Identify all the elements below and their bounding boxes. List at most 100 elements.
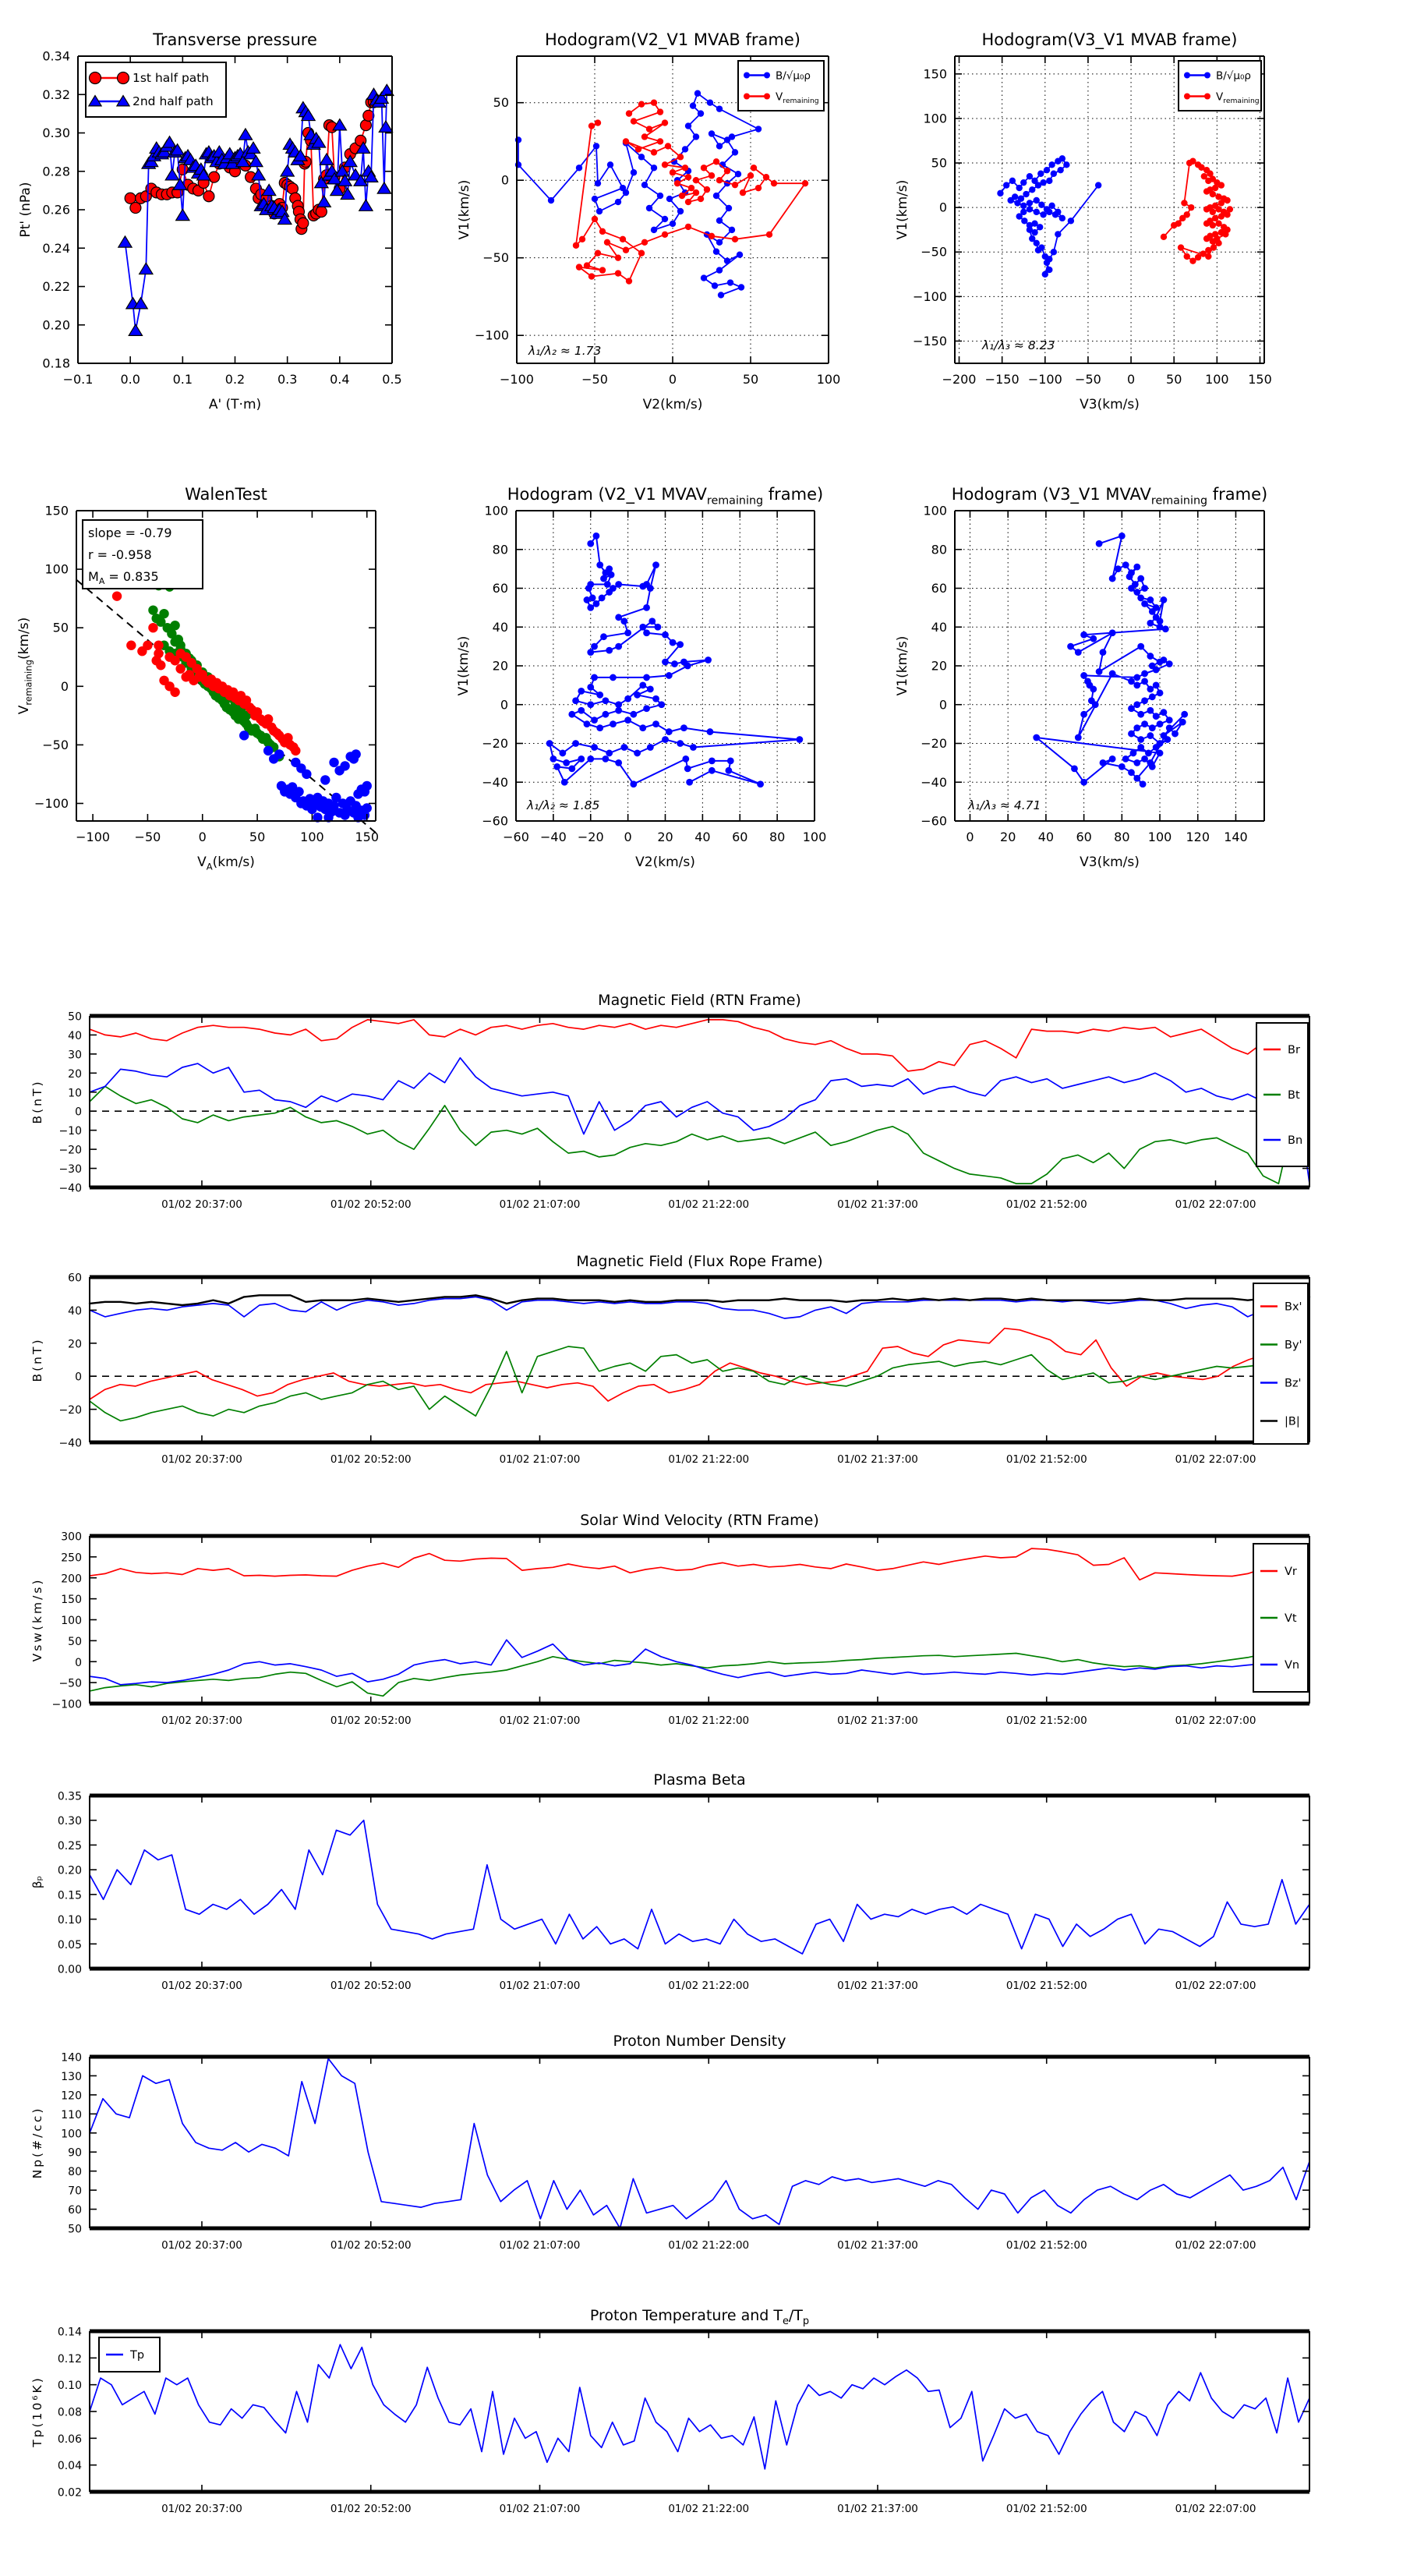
stats-box: slope = -0.79 r = -0.958 MA​ = 0.835 xyxy=(82,519,203,589)
legend: Vr Vt Vn xyxy=(1253,1543,1309,1693)
ticks xyxy=(90,2330,1309,2493)
x-tick-label: 01/02 21:22:00 xyxy=(668,1980,749,1992)
series-Bt xyxy=(89,1085,1310,1184)
series-Bz' xyxy=(89,1296,1310,1331)
x-tick-label: 0 xyxy=(199,830,207,844)
y-tick-label: 0.06 xyxy=(58,2433,82,2446)
y-tick-label: 20 xyxy=(931,659,947,674)
y-tick-label: 0.20 xyxy=(58,1865,82,1877)
x-tick-label: 01/02 22:07:00 xyxy=(1175,1980,1256,1992)
y-tick-label: 250 xyxy=(61,1552,82,1564)
y-tick-label: 110 xyxy=(61,2109,82,2121)
y-tick-label: 0.04 xyxy=(58,2460,82,2472)
legend-label: B/√μ₀ρ xyxy=(1216,70,1251,83)
stats-line: r = -0.958 xyxy=(88,547,152,562)
y-tick-label: 30 xyxy=(68,1049,82,1061)
y-tick-label: 200 xyxy=(61,1573,82,1585)
y-tick-label: 0 xyxy=(939,200,947,215)
y-tick-label: 50 xyxy=(68,1636,82,1648)
series-Bx' xyxy=(89,1325,1310,1432)
y-tick-label: 0.26 xyxy=(42,203,70,218)
y-tick-label: 70 xyxy=(68,2185,82,2198)
chart-proton-temperature: 01/02 20:37:00 01/02 20:52:00 01/02 21:07:… xyxy=(30,2307,1310,2515)
y-tick-label: 40 xyxy=(68,1305,82,1318)
series-By' xyxy=(89,1346,1310,1422)
x-tick-label: 01/02 21:52:00 xyxy=(1006,1714,1087,1727)
series-Vn xyxy=(89,1627,1310,1686)
x-tick-label: 01/02 22:07:00 xyxy=(1175,1453,1256,1466)
legend: Tp xyxy=(98,2337,161,2373)
x-tick-label: −0.1 xyxy=(63,372,94,387)
y-tick-label: 0.10 xyxy=(58,1914,82,1927)
y-tick-label: 50 xyxy=(53,621,69,635)
series-Tp xyxy=(89,2344,1310,2470)
legend-label: Bz' xyxy=(1285,1378,1302,1390)
y-tick-label: 0.30 xyxy=(42,126,70,140)
x-tick-label: 01/02 21:52:00 xyxy=(1006,1980,1087,1992)
y-tick-label: 80 xyxy=(68,2166,82,2178)
x-tick-label: 0 xyxy=(624,830,632,844)
y-tick-label: 0 xyxy=(939,697,947,712)
y-tick-label: −20 xyxy=(58,1145,82,1157)
x-tick-label: 01/02 22:07:00 xyxy=(1175,2239,1256,2252)
x-tick-label: 01/02 21:07:00 xyxy=(500,1198,581,1211)
y-tick-label: 150 xyxy=(61,1594,82,1606)
y-tick-label: 0.05 xyxy=(58,1939,82,1951)
x-tick-label: 01/02 21:52:00 xyxy=(1006,1453,1087,1466)
y-axis-label: B(nT) xyxy=(30,1337,44,1382)
x-tick-label: 20 xyxy=(657,830,673,844)
axes-frame xyxy=(76,510,376,822)
chart-proton-number-density: 01/02 20:37:00 01/02 20:52:00 01/02 21:07:… xyxy=(30,2033,1310,2252)
axes-frame xyxy=(89,1014,1310,1190)
y-tick-label: 150 xyxy=(923,66,947,81)
x-axis-label: A' (T·m) xyxy=(209,397,261,412)
y-tick-label: 40 xyxy=(931,620,947,635)
x-tick-label: −100 xyxy=(76,830,110,844)
series-2nd half path xyxy=(117,83,394,336)
y-tick-label: 0.22 xyxy=(42,279,70,294)
x-tick-label: 100 xyxy=(1148,830,1172,844)
x-tick-label: 60 xyxy=(1076,830,1091,844)
y-tick-label: 0.35 xyxy=(58,1791,82,1803)
y-tick-label: 0.02 xyxy=(58,2487,82,2500)
x-tick-label: 50 xyxy=(249,830,265,844)
legend-label: Vremaining​ xyxy=(1216,91,1260,105)
stats-line: MA​ = 0.835 xyxy=(88,569,159,586)
x-tick-label: 01/02 21:22:00 xyxy=(668,1714,749,1727)
series-walen-blue xyxy=(239,731,372,823)
axes-frame xyxy=(89,1275,1310,1445)
legend-label: Bn xyxy=(1288,1134,1302,1147)
y-tick-label: −50 xyxy=(482,250,509,265)
x-tick-label: 01/02 21:22:00 xyxy=(668,1453,749,1466)
y-tick-label: −20 xyxy=(482,736,508,751)
x-tick-label: 01/02 21:37:00 xyxy=(837,2239,918,2252)
y-tick-label: −50 xyxy=(42,738,69,752)
y-tick-label: 0.28 xyxy=(42,164,70,179)
legend-label: Bx' xyxy=(1285,1301,1302,1314)
y-axis-label: Vremaining​(km/s) xyxy=(16,617,34,714)
y-tick-label: 80 xyxy=(931,542,947,557)
series-V-hodogram xyxy=(572,99,809,285)
y-tick-label: 0.24 xyxy=(42,241,70,256)
y-tick-label: 0.15 xyxy=(58,1889,82,1902)
y-tick-label: 20 xyxy=(68,1068,82,1081)
y-tick-label: −100 xyxy=(475,328,509,343)
y-tick-label: 150 xyxy=(44,504,69,518)
x-axis-label: V3(km/s) xyxy=(1080,397,1140,412)
x-tick-label: 01/02 20:52:00 xyxy=(330,2239,412,2252)
y-tick-label: 100 xyxy=(923,111,947,126)
x-tick-label: 150 xyxy=(1248,372,1272,387)
x-tick-label: 01/02 21:37:00 xyxy=(837,1453,918,1466)
legend-label: Vr xyxy=(1285,1566,1297,1578)
x-tick-label: 01/02 22:07:00 xyxy=(1175,1714,1256,1727)
y-tick-label: 0.30 xyxy=(58,1815,82,1828)
x-tick-label: 01/02 22:07:00 xyxy=(1175,1198,1256,1211)
y-tick-label: 100 xyxy=(923,504,947,518)
x-axis-label: V2(km/s) xyxy=(643,397,703,412)
legend: 1st half path 2nd half path xyxy=(85,62,227,118)
y-tick-label: −60 xyxy=(482,814,508,829)
y-tick-label: 50 xyxy=(68,2224,82,2236)
series-V-hodogram xyxy=(1160,157,1234,264)
chart-magnetic-field-flux-rope: 01/02 20:37:00 01/02 20:52:00 01/02 21:07:… xyxy=(30,1253,1311,1466)
x-tick-label: 0.1 xyxy=(173,372,193,387)
